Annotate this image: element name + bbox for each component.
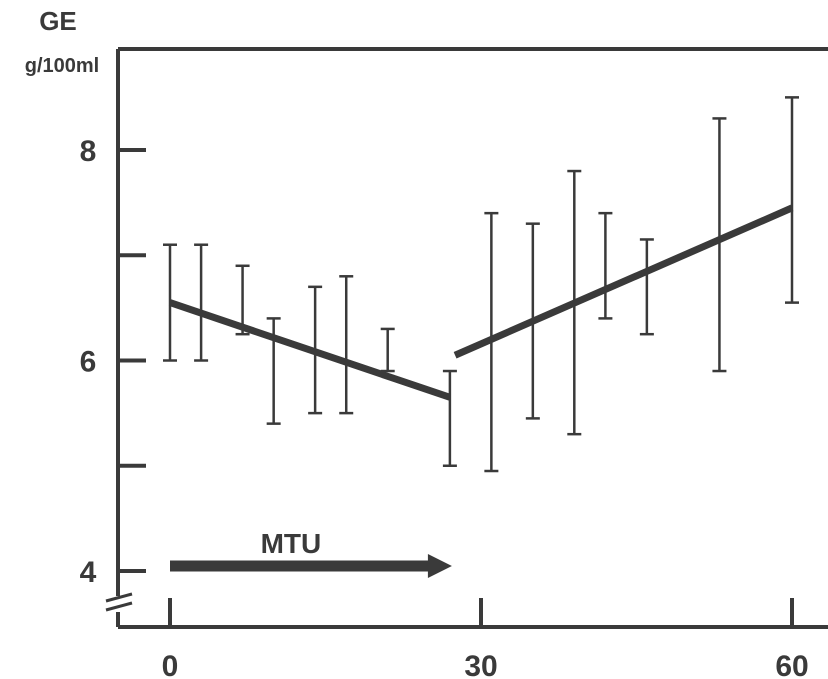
x-tick-label: 60 <box>775 650 808 679</box>
y-tick-label: 6 <box>80 346 97 379</box>
y-tick-label: 8 <box>80 135 97 168</box>
mtu-arrow-head <box>427 554 452 578</box>
error-bar <box>785 96 799 304</box>
axis-break-marker <box>105 592 133 612</box>
error-bar <box>598 211 613 320</box>
x-tick-label: 0 <box>162 650 179 679</box>
trend-lines <box>168 204 794 401</box>
trend-line-1 <box>168 299 452 401</box>
trend-line-2 <box>453 204 794 359</box>
error-bar <box>639 238 654 336</box>
error-bar <box>712 117 727 373</box>
x-ticks: 0 30 60 <box>162 598 809 679</box>
error-bar <box>380 327 395 373</box>
error-bar <box>442 369 457 467</box>
y-tick-label: 4 <box>80 556 97 589</box>
x-tick-label: 30 <box>464 650 497 679</box>
y-ticks: 4 6 8 <box>80 135 146 589</box>
mtu-annotation: MTU <box>170 528 452 578</box>
error-bar <box>194 243 209 362</box>
mtu-label: MTU <box>261 528 322 559</box>
error-bar <box>339 275 354 415</box>
error-bars <box>163 96 799 473</box>
y-axis-title: GE <box>39 6 77 36</box>
error-bar <box>235 264 250 336</box>
y-axis-unit: g/100ml <box>25 55 99 77</box>
